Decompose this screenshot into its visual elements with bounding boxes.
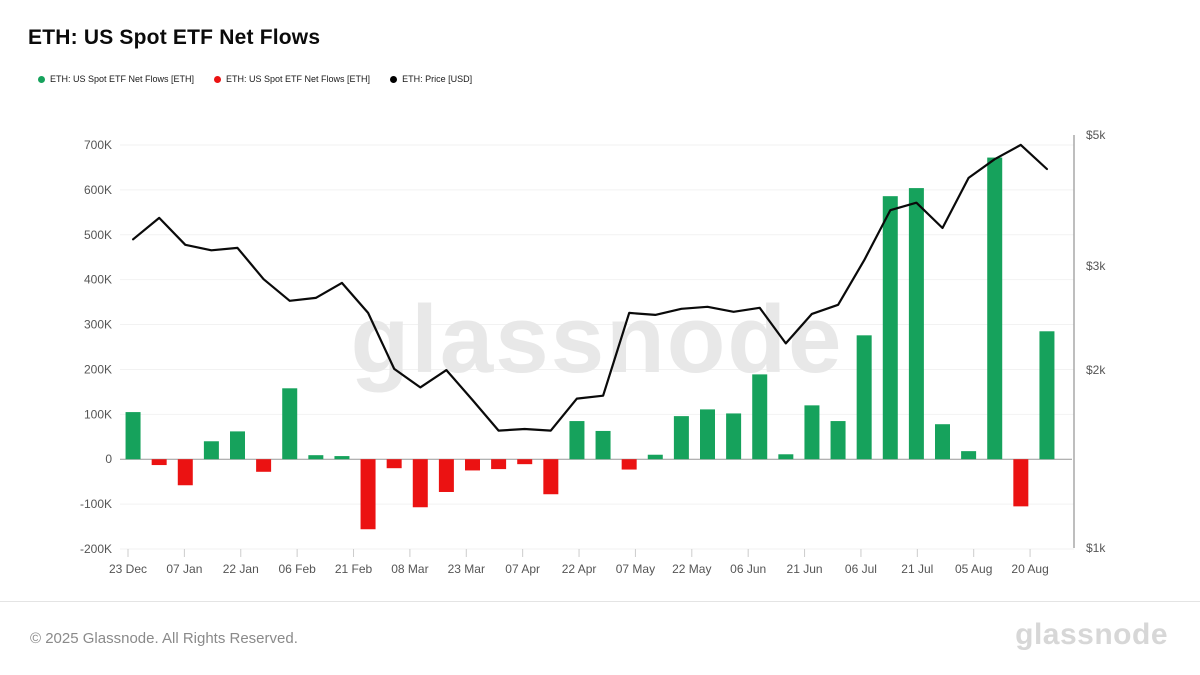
flow-bar[interactable] [647,454,663,460]
flow-bar[interactable] [935,424,950,460]
x-axis-label: 06 Jun [730,562,766,576]
glassnode-logo: glassnode [1015,618,1168,651]
legend-item-2[interactable]: ETH: Price [USD] [390,74,472,84]
left-axis-label: 0 [105,452,112,466]
flow-bar[interactable] [882,196,898,460]
flow-bar[interactable] [125,412,141,460]
x-axis-label: 21 Jul [901,562,933,576]
x-axis-label: 21 Feb [335,562,373,576]
flow-bar[interactable] [987,157,1003,460]
legend-dot-icon [390,75,398,83]
flow-bar[interactable] [569,421,585,460]
flow-bar[interactable] [230,431,245,460]
legend-item-0[interactable]: ETH: US Spot ETF Net Flows [ETH] [38,74,194,84]
flow-bar[interactable] [465,459,480,471]
x-axis-label: 07 Jan [166,562,202,576]
flow-bar[interactable] [543,459,559,495]
left-axis-label: 200K [84,362,112,376]
left-axis-label: -100K [80,497,112,511]
left-axis-label: 500K [84,228,112,242]
flow-bar[interactable] [517,459,533,465]
flow-bar[interactable] [908,188,924,460]
flow-bar[interactable] [804,405,820,460]
legend-item-label: ETH: Price [USD] [402,74,473,84]
glassnode-watermark: glassnode [351,286,844,393]
left-axis-label: 400K [84,273,112,287]
legend-dot-icon [38,75,45,83]
x-axis-label: 05 Aug [955,562,992,576]
right-axis-label: $1k [1086,541,1106,555]
x-axis-label: 07 May [616,562,655,576]
x-axis-label: 06 Jul [845,562,877,576]
flow-bar[interactable] [673,416,689,460]
flow-bar[interactable] [752,374,768,460]
flow-bar[interactable] [1013,459,1029,507]
flow-bar[interactable] [282,388,298,460]
left-axis-label: 300K [84,318,112,332]
footer-divider [0,601,1200,602]
flow-bar[interactable] [491,459,507,470]
legend-item-label: ETH: US Spot ETF Net Flows [ETH] [226,74,371,84]
flow-bar[interactable] [438,459,454,492]
flow-bar[interactable] [726,413,742,460]
x-axis-label: 20 Aug [1011,562,1048,576]
legend: ETH: US Spot ETF Net Flows [ETH] ETH: US … [38,74,472,84]
right-axis-label: $5k [1086,128,1106,142]
x-axis-label: 21 Jun [787,562,823,576]
copyright-text: © 2025 Glassnode. All Rights Reserved. [30,630,298,647]
x-axis-label: 23 Dec [109,562,147,576]
flow-bar[interactable] [386,459,402,469]
right-axis-label: $2k [1086,363,1106,377]
flow-bar[interactable] [334,456,350,460]
x-axis-label: 08 Mar [391,562,428,576]
flow-bar[interactable] [778,454,794,460]
left-axis-label: 700K [84,138,112,152]
legend-item-label: ETH: US Spot ETF Net Flows [ETH] [50,74,195,84]
flow-bar[interactable] [177,459,193,486]
left-axis-label: 100K [84,407,112,421]
x-axis-label: 06 Feb [278,562,316,576]
x-axis-label: 23 Mar [448,562,485,576]
flow-bar[interactable] [700,409,715,460]
legend-dot-icon [214,75,222,83]
flow-bar[interactable] [856,335,872,460]
page-title: ETH: US Spot ETF Net Flows [28,26,321,49]
left-axis-label: -200K [80,542,112,556]
price-line[interactable] [132,143,1049,432]
flow-bar[interactable] [308,455,324,460]
flow-bar[interactable] [256,459,272,472]
flow-bar[interactable] [595,430,611,460]
flow-bar[interactable] [1039,331,1055,460]
flow-bar[interactable] [830,421,846,460]
flow-bar[interactable] [151,459,167,466]
flow-bar[interactable] [412,459,428,508]
flow-bar[interactable] [961,451,977,460]
flow-bar[interactable] [621,459,637,470]
right-axis-label: $3k [1086,259,1106,273]
x-axis-label: 22 May [672,562,711,576]
flow-bar[interactable] [203,441,219,460]
flow-bar[interactable] [360,459,376,530]
x-axis-label: 22 Jan [223,562,259,576]
legend-item-1[interactable]: ETH: US Spot ETF Net Flows [ETH] [214,74,370,84]
x-axis-label: 22 Apr [562,562,597,576]
x-axis-label: 07 Apr [505,562,540,576]
left-axis-label: 600K [84,183,112,197]
